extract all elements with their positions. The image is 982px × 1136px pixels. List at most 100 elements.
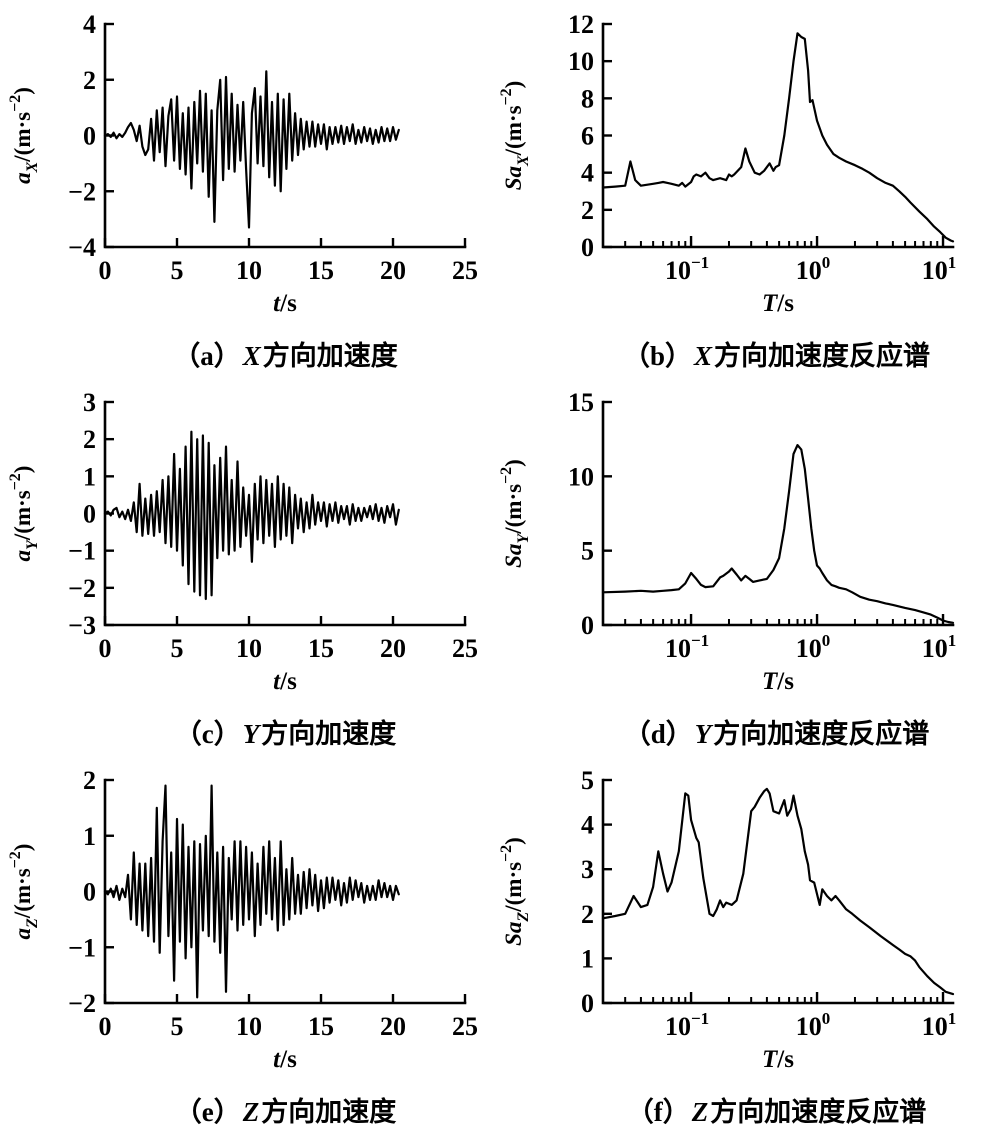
subplot-f: 0 1 2 3 4 5 10−1 100 101 T/s SaZ/(m·s−2) （f）Z方向加速度… [491, 758, 982, 1136]
x-tick-label: 5 [171, 256, 184, 285]
caption-b: （b）X方向加速度反应谱 [531, 337, 982, 379]
y-tick-label: 1 [83, 822, 96, 851]
y-tick-label: −1 [68, 537, 96, 566]
x-tick-label: 100 [796, 253, 831, 285]
x-tick-label: 10 [236, 1012, 262, 1041]
caption-index: （c） [174, 719, 241, 749]
y-tick-label: 5 [581, 766, 594, 795]
y-tick-label: 15 [568, 388, 594, 417]
caption-text: 方向加速度 [261, 1097, 397, 1127]
caption-text: 方向加速度 [262, 341, 398, 371]
y-axis-label: SaX/(m·s−2) [498, 81, 532, 191]
x-tick-label: 15 [308, 634, 334, 663]
x-tick-label: 20 [380, 256, 406, 285]
y-tick-label: 2 [83, 66, 96, 95]
y-tick-label: 4 [581, 159, 594, 188]
x-tick-label: 15 [308, 256, 334, 285]
x-axis-label: T/s [762, 1046, 794, 1073]
x-tick-label: 101 [922, 253, 957, 285]
subplot-d: 0 5 10 15 10−1 100 101 T/s SaY/(m·s−2) （d）Y方向加速度… [491, 380, 982, 758]
x-tick-label: 25 [452, 1012, 478, 1041]
y-tick-label: −3 [68, 611, 96, 640]
plot-canvas-f: 0 1 2 3 4 5 10−1 100 101 T/s SaZ/(m·s−2) [498, 766, 956, 1073]
y-tick-label: 0 [83, 122, 96, 151]
x-tick-label: 0 [99, 1012, 112, 1041]
plot-canvas-d: 0 5 10 15 10−1 100 101 T/s SaY/(m·s−2) [498, 388, 957, 695]
x-tick-label: 101 [922, 631, 957, 663]
x-tick-label: 10−1 [665, 1009, 709, 1041]
caption-variable: Z [242, 1097, 260, 1127]
y-tick-label: 0 [581, 611, 594, 640]
x-axis-label: T/s [762, 668, 794, 695]
y-axis-label: SaY/(m·s−2) [498, 459, 532, 568]
caption-text: 方向加速度反应谱 [714, 341, 931, 371]
x-tick-label: 10−1 [665, 631, 709, 663]
y-tick-label: 8 [581, 84, 594, 113]
y-axis-label: aY/(m·s−2) [7, 466, 41, 562]
subplot-a: −4 −2 0 2 4 0 5 10 15 20 25 t/s aX/(m·s−2) （a）X方向加速度 [0, 2, 491, 380]
series-line [601, 32, 955, 243]
y-axis-label: aX/(m·s−2) [7, 87, 41, 184]
y-tick-label: −4 [68, 233, 96, 262]
y-tick-label: 3 [83, 388, 96, 417]
y-tick-label: 3 [581, 855, 594, 884]
caption-variable: X [242, 341, 261, 371]
x-tick-label: 25 [452, 634, 478, 663]
caption-d: （d）Y方向加速度反应谱 [531, 715, 982, 757]
x-tick-label: 15 [308, 1012, 334, 1041]
caption-text: 方向加速度反应谱 [710, 1097, 927, 1127]
x-tick-label: 10−1 [665, 253, 709, 285]
caption-variable: Z [691, 1097, 709, 1127]
x-tick-label: 100 [796, 631, 831, 663]
caption-f: （f）Z方向加速度反应谱 [531, 1093, 982, 1135]
subplot-c: −3 −2 −1 0 1 2 3 0 5 10 15 20 25 t/s aY/(m·s−2) （c）Y方向… [0, 380, 491, 758]
y-tick-label: 10 [568, 462, 594, 491]
series-line [103, 430, 400, 601]
plot-canvas-b: 0 2 4 6 8 10 12 10−1 100 101 T/s SaX/(m·s−2) [498, 10, 957, 317]
y-tick-label: 1 [83, 462, 96, 491]
y-tick-label: 2 [581, 900, 594, 929]
y-tick-label: 0 [83, 500, 96, 529]
subplot-e: −2 −1 0 1 2 0 5 10 15 20 25 t/s aZ/(m·s−2) （e）Z方向加速度 [0, 758, 491, 1136]
caption-index: （e） [174, 1097, 241, 1127]
y-tick-label: 2 [83, 425, 96, 454]
x-tick-label: 25 [452, 256, 478, 285]
y-tick-label: −2 [68, 574, 96, 603]
series-line [601, 444, 955, 624]
caption-text: 方向加速度 [261, 719, 397, 749]
y-axis-label: SaZ/(m·s−2) [498, 837, 532, 946]
y-tick-label: 2 [581, 196, 594, 225]
y-tick-label: 0 [581, 989, 594, 1018]
caption-index: （b） [622, 341, 692, 371]
caption-variable: X [694, 341, 713, 371]
axis-spine [601, 22, 955, 249]
y-tick-label: 5 [581, 537, 594, 566]
x-tick-label: 10 [236, 634, 262, 663]
x-tick-label: 20 [380, 1012, 406, 1041]
x-tick-label: 0 [99, 256, 112, 285]
y-tick-label: 4 [581, 811, 594, 840]
plot-canvas-a: −4 −2 0 2 4 0 5 10 15 20 25 t/s aX/(m·s−2) [7, 10, 478, 317]
x-tick-label: 0 [99, 634, 112, 663]
subplot-b: 0 2 4 6 8 10 12 10−1 100 101 T/s SaX/(m·s−2) （b）X方向… [491, 2, 982, 380]
caption-a: （a）X方向加速度 [40, 337, 491, 379]
x-tick-label: 20 [380, 634, 406, 663]
y-tick-label: −2 [68, 989, 96, 1018]
x-tick-label: 5 [171, 1012, 184, 1041]
caption-text: 方向加速度反应谱 [713, 719, 930, 749]
series-line [601, 787, 955, 996]
y-tick-label: 2 [83, 766, 96, 795]
caption-index: （f） [626, 1097, 690, 1127]
y-tick-label: 4 [83, 10, 96, 39]
caption-index: （d） [623, 719, 693, 749]
y-tick-label: 1 [581, 944, 594, 973]
y-tick-label: 10 [568, 47, 594, 76]
y-tick-label: 0 [581, 233, 594, 262]
caption-c: （c）Y方向加速度 [40, 715, 491, 757]
plot-canvas-c: −3 −2 −1 0 1 2 3 0 5 10 15 20 25 t/s aY/(m·s−2) [7, 388, 478, 695]
x-axis-label: t/s [273, 668, 297, 695]
caption-variable: Y [242, 719, 260, 749]
x-axis-label: T/s [762, 290, 794, 317]
